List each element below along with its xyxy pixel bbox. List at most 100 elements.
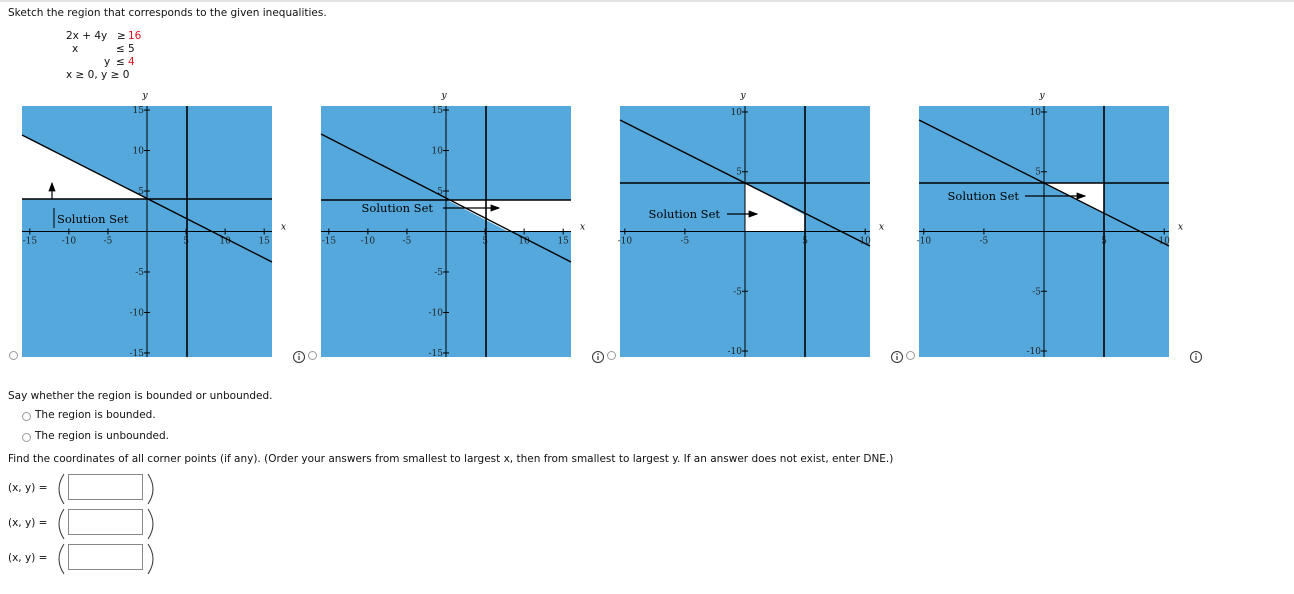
- x-tick-label: -5: [104, 237, 113, 247]
- radio[interactable]: [906, 351, 915, 360]
- inequality-rhs: 4: [128, 56, 135, 68]
- prompt: Sketch the region that corresponds to th…: [8, 7, 327, 19]
- y-tick-label: 5: [138, 187, 144, 197]
- x-tick-label: -5: [403, 237, 412, 247]
- info-circle: [293, 351, 305, 363]
- info-icon: [891, 351, 903, 363]
- x-tick-label: -5: [681, 237, 690, 247]
- radio[interactable]: [22, 433, 31, 442]
- solution-label: Solution Set: [57, 212, 129, 226]
- bounded-question: Say whether the region is bounded or unb…: [8, 390, 273, 402]
- graph[interactable]: -15 -10 -5 5 10 15 -15 -10 -5 5 10 15 x y Solution Set: [0, 88, 300, 363]
- info-dot: [597, 353, 599, 355]
- answer-input[interactable]: [68, 509, 143, 535]
- answer-input[interactable]: [68, 474, 143, 500]
- y-tick-label: 10: [432, 147, 444, 157]
- info-circle: [592, 351, 604, 363]
- y-tick-label: 10: [1030, 108, 1042, 118]
- inequality-op: ≥: [117, 30, 126, 42]
- inequality-lhs: y: [104, 56, 111, 68]
- boundary-line: [320, 133, 572, 263]
- info-icon: [592, 351, 604, 363]
- y-tick-label: 10: [731, 108, 743, 118]
- inequality-rhs: 16: [128, 30, 142, 42]
- solution-region: [745, 183, 805, 232]
- x-axis-label: x: [281, 223, 286, 233]
- x-tick-label: 5: [482, 237, 488, 247]
- info-icon: [293, 351, 305, 363]
- info-icon: [1190, 351, 1202, 363]
- option: The region is bounded.: [35, 409, 156, 421]
- y-tick-label: -5: [434, 268, 443, 278]
- x-tick-label: -5: [980, 237, 989, 247]
- radio[interactable]: [9, 351, 18, 360]
- plot: -15 -10 -5 5 10 15 -15 -10 -5 5 10 15 x y Solution Set: [320, 91, 585, 359]
- inequality-lhs: 2x + 4y: [66, 30, 108, 42]
- x-tick-label: 15: [258, 237, 270, 247]
- y-tick-label: 5: [736, 168, 742, 178]
- parentheses: [58, 543, 154, 575]
- graph[interactable]: -15 -10 -5 5 10 15 -15 -10 -5 5 10 15 x y Solution Set: [299, 88, 599, 363]
- radio[interactable]: [607, 351, 616, 360]
- boundary-line: [21, 134, 273, 263]
- left-paren: [58, 473, 65, 505]
- inequality-rhs: 5: [128, 43, 135, 55]
- info-dot: [896, 353, 898, 355]
- radio[interactable]: [308, 351, 317, 360]
- corners-question: Find the coordinates of all corner point…: [8, 453, 894, 465]
- y-tick-label: 10: [133, 147, 145, 157]
- info-dot: [1195, 353, 1197, 355]
- answer-input[interactable]: [68, 544, 143, 570]
- boundary-line: [619, 119, 871, 247]
- y-axis-label: y: [440, 91, 447, 101]
- left-paren: [58, 508, 65, 540]
- plot: -15 -10 -5 5 10 15 -15 -10 -5 5 10 15 x y Solution Set: [21, 91, 286, 359]
- option: The region is unbounded.: [35, 430, 169, 442]
- info-circle: [1190, 351, 1202, 363]
- parentheses: [58, 508, 154, 540]
- x-axis-label: x: [879, 223, 884, 233]
- right-paren: [147, 508, 154, 540]
- inequality-lhs: x: [72, 43, 79, 55]
- x-tick-label: -10: [917, 237, 932, 247]
- y-tick-label: -5: [135, 268, 144, 278]
- answer-label: (x, y) =: [8, 482, 48, 494]
- parentheses: [58, 473, 154, 505]
- y-axis-label: y: [1038, 91, 1045, 101]
- y-tick-label: 5: [437, 187, 443, 197]
- y-tick-label: -10: [429, 308, 444, 318]
- left-paren: [58, 543, 65, 575]
- x-tick-label: 10: [1158, 237, 1170, 247]
- x-tick-label: -15: [23, 237, 38, 247]
- top-border: [0, 0, 1294, 2]
- x-tick-label: 15: [557, 237, 569, 247]
- y-axis-label: y: [141, 91, 148, 101]
- y-tick-label: 5: [1035, 168, 1041, 178]
- x-tick-label: 10: [518, 237, 530, 247]
- x-tick-label: 5: [183, 237, 189, 247]
- right-paren: [147, 543, 154, 575]
- solution-label: Solution Set: [948, 189, 1020, 203]
- x-tick-label: -10: [62, 237, 77, 247]
- y-axis-label: y: [739, 91, 746, 101]
- inequality-op: ≤: [116, 43, 125, 55]
- solution-label: Solution Set: [362, 201, 434, 215]
- y-tick-label: 15: [432, 106, 444, 116]
- info-dot: [298, 353, 300, 355]
- answer-label: (x, y) =: [8, 517, 48, 529]
- y-tick-label: -15: [130, 349, 145, 359]
- radio[interactable]: [22, 412, 31, 421]
- y-tick-label: -10: [728, 347, 743, 357]
- y-tick-label: -5: [1032, 287, 1041, 297]
- x-tick-label: 10: [219, 237, 231, 247]
- x-tick-label: -10: [618, 237, 633, 247]
- boundary-line: [918, 119, 1170, 247]
- y-tick-label: -15: [429, 349, 444, 359]
- y-tick-label: -5: [733, 287, 742, 297]
- x-axis-label: x: [1178, 223, 1183, 233]
